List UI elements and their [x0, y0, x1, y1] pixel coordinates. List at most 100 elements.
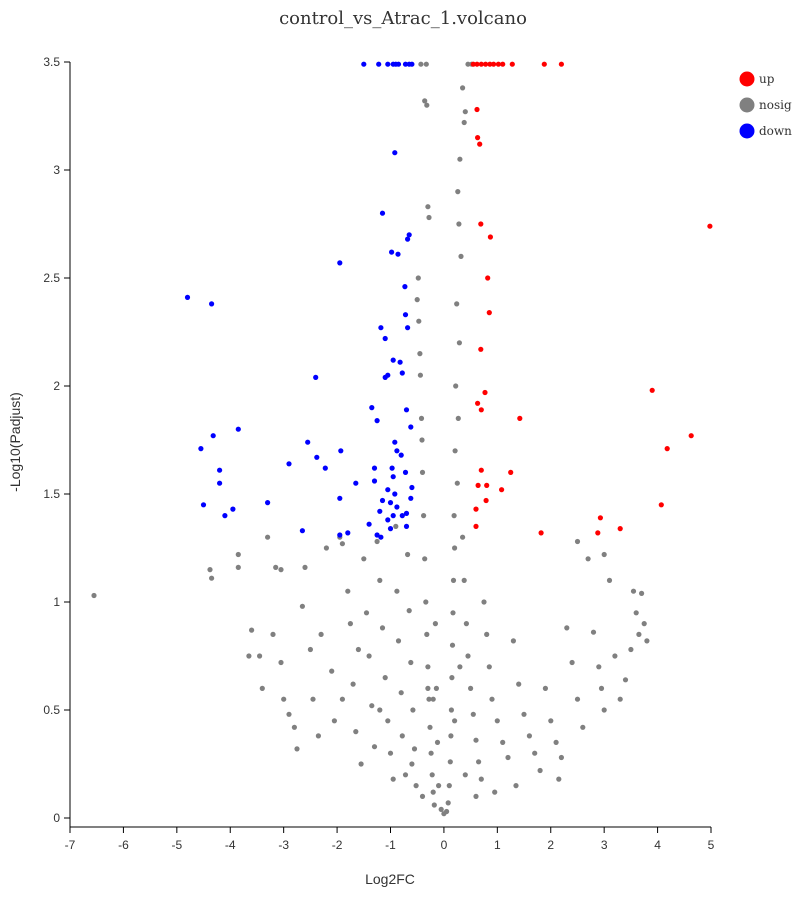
- point-nosig: [374, 538, 380, 545]
- point-down: [345, 530, 351, 536]
- point-nosig: [259, 685, 265, 692]
- x-tick-label: 1: [494, 838, 501, 852]
- y-tick-label: 2: [53, 379, 60, 393]
- point-nosig: [438, 806, 444, 813]
- point-down: [397, 359, 403, 365]
- point-nosig: [207, 567, 213, 573]
- point-nosig: [456, 221, 462, 227]
- point-nosig: [454, 301, 460, 307]
- y-tick-label: 2.5: [43, 271, 60, 285]
- point-nosig: [415, 275, 421, 281]
- point-down: [403, 523, 410, 530]
- point-nosig: [315, 733, 321, 739]
- point-nosig: [361, 556, 367, 562]
- point-nosig: [299, 603, 305, 609]
- point-nosig: [353, 729, 359, 735]
- point-nosig: [310, 696, 316, 702]
- point-down: [392, 150, 398, 156]
- point-up: [500, 61, 506, 67]
- y-axis-label: -Log10(Padjust): [7, 392, 23, 492]
- point-nosig: [516, 681, 522, 687]
- point-down: [403, 407, 410, 413]
- point-nosig: [457, 664, 463, 670]
- point-down: [402, 284, 408, 290]
- point-nosig: [419, 437, 425, 443]
- point-nosig: [494, 718, 500, 724]
- point-down: [394, 448, 400, 454]
- point-down: [235, 426, 241, 432]
- point-nosig: [542, 685, 549, 692]
- y-tick-label: 3: [53, 163, 60, 177]
- point-nosig: [526, 733, 533, 739]
- point-down: [299, 528, 305, 534]
- point-down: [402, 61, 409, 67]
- point-up: [538, 530, 544, 536]
- point-down: [374, 532, 380, 538]
- point-nosig: [406, 608, 412, 614]
- point-nosig: [278, 659, 284, 666]
- x-tick-label: 4: [654, 838, 661, 852]
- y-tick-label: 0.5: [43, 703, 60, 717]
- point-down: [405, 325, 411, 331]
- point-nosig: [585, 556, 591, 562]
- point-up: [473, 523, 479, 530]
- point-nosig: [532, 750, 538, 756]
- point-down: [382, 335, 388, 342]
- point-nosig: [476, 759, 482, 765]
- point-nosig: [564, 625, 570, 631]
- point-down: [390, 474, 396, 480]
- point-nosig: [451, 513, 457, 519]
- point-nosig: [426, 696, 432, 702]
- point-down: [392, 439, 398, 445]
- point-down: [361, 61, 367, 67]
- point-up: [485, 275, 491, 281]
- point-up: [475, 482, 481, 488]
- point-nosig: [345, 588, 351, 594]
- x-tick-label: -7: [65, 838, 76, 852]
- legend-label-up: up: [759, 72, 775, 86]
- point-nosig: [436, 783, 442, 789]
- y-tick-label: 0: [53, 811, 60, 825]
- point-nosig: [461, 119, 467, 126]
- point-nosig: [323, 545, 329, 551]
- point-up: [482, 389, 488, 396]
- point-nosig: [465, 61, 471, 67]
- point-down: [398, 452, 404, 458]
- point-down: [408, 424, 414, 430]
- point-up: [470, 61, 476, 67]
- point-down: [405, 236, 411, 242]
- point-nosig: [622, 677, 629, 683]
- point-nosig: [513, 783, 519, 789]
- point-nosig: [377, 707, 383, 713]
- point-nosig: [450, 610, 456, 616]
- point-nosig: [598, 685, 605, 692]
- point-nosig: [428, 750, 434, 756]
- point-nosig: [455, 189, 461, 195]
- legend-swatch-up: [739, 71, 755, 87]
- legend-swatch-down: [739, 123, 755, 139]
- point-nosig: [636, 631, 642, 638]
- point-up: [478, 407, 484, 413]
- point-nosig: [431, 802, 437, 808]
- point-nosig: [446, 783, 452, 789]
- point-down: [377, 508, 383, 514]
- point-nosig: [590, 629, 597, 635]
- point-up: [473, 506, 479, 512]
- point-nosig: [331, 718, 337, 724]
- point-down: [409, 484, 415, 491]
- point-nosig: [417, 351, 423, 357]
- chart-title: control_vs_Atrac_1.volcano: [279, 8, 527, 29]
- point-nosig: [601, 707, 607, 713]
- point-nosig: [460, 85, 466, 91]
- point-down: [390, 357, 396, 363]
- point-nosig: [371, 744, 378, 750]
- point-nosig: [450, 577, 457, 584]
- point-down: [371, 465, 378, 471]
- point-down: [392, 491, 398, 497]
- point-up: [597, 515, 604, 521]
- x-tick-label: -1: [385, 838, 396, 852]
- point-nosig: [432, 621, 438, 627]
- point-down: [184, 294, 191, 300]
- point-nosig: [465, 653, 471, 659]
- point-nosig: [447, 759, 453, 765]
